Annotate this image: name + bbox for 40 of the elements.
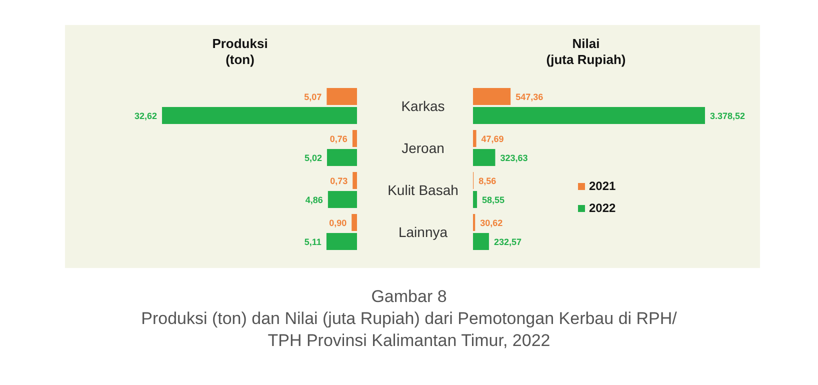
bar bbox=[326, 233, 357, 250]
bar bbox=[352, 172, 357, 189]
y-tick-label: Karkas bbox=[401, 98, 445, 114]
text: Produksi (ton) dan Nilai (juta Rupiah) dari Pemotongan Kerbau di RPH/ TPH Provinsi Kalimantan Timur, 2022 bbox=[140, 308, 678, 352]
data-label: 47,69 bbox=[481, 134, 504, 144]
bar bbox=[473, 88, 511, 105]
data-label: 323,63 bbox=[500, 153, 528, 163]
data-label: 232,57 bbox=[494, 237, 522, 247]
y-tick-label: Lainnya bbox=[398, 224, 448, 240]
bar bbox=[352, 130, 357, 147]
bar bbox=[162, 107, 357, 124]
data-label: 58,55 bbox=[482, 195, 505, 205]
data-label: 0,73 bbox=[330, 176, 348, 186]
bar bbox=[473, 149, 496, 166]
bar bbox=[352, 214, 357, 231]
data-label: 5,07 bbox=[304, 92, 322, 102]
bar bbox=[473, 107, 705, 124]
bar bbox=[326, 88, 357, 105]
text: Gambar 8 bbox=[370, 286, 448, 308]
y-tick-label: Kulit Basah bbox=[388, 182, 458, 198]
data-label: 5,11 bbox=[304, 237, 322, 247]
data-label: 32,62 bbox=[134, 111, 157, 121]
bar bbox=[328, 191, 357, 208]
chart-title: Nilai (juta Rupiah) bbox=[545, 36, 627, 68]
data-label: 8,56 bbox=[478, 176, 496, 186]
legend-label: 2021 bbox=[589, 179, 616, 193]
data-label: 3.378,52 bbox=[710, 111, 746, 121]
bar bbox=[473, 191, 478, 208]
data-label: 5,02 bbox=[304, 153, 322, 163]
bar bbox=[473, 130, 476, 147]
y-tick-label: Jeroan bbox=[402, 140, 444, 156]
bar bbox=[473, 233, 489, 250]
chart-title: Produksi (ton) bbox=[211, 36, 269, 68]
data-label: 30,62 bbox=[480, 218, 503, 228]
data-label: 547,36 bbox=[516, 92, 544, 102]
data-label: 0,90 bbox=[329, 218, 347, 228]
data-label: 4,86 bbox=[305, 195, 323, 205]
bar bbox=[326, 149, 357, 166]
data-label: 0,76 bbox=[330, 134, 348, 144]
legend-label: 2022 bbox=[589, 201, 616, 215]
